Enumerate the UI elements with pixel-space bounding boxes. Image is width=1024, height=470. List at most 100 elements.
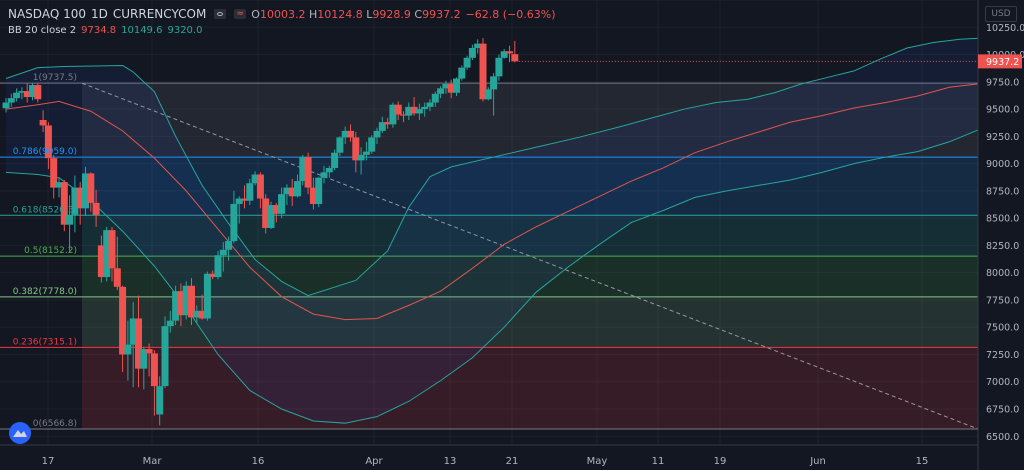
open-value: 10003.2 xyxy=(259,7,306,21)
candle-body xyxy=(272,205,280,214)
candle-body xyxy=(325,167,333,173)
candle xyxy=(203,271,211,321)
candle xyxy=(50,154,58,199)
interval[interactable]: 1D xyxy=(91,7,108,21)
candle xyxy=(193,305,201,323)
bb-lower-value: 9320.0 xyxy=(167,25,203,36)
y-tick-label: 10250.0 xyxy=(986,23,1024,34)
fib-label: 0.786(9059.0) xyxy=(13,147,77,157)
candle xyxy=(188,278,195,326)
candle xyxy=(442,80,450,94)
candle-body xyxy=(405,106,413,116)
candle-body xyxy=(235,198,243,204)
candle-body xyxy=(55,182,63,188)
candle xyxy=(352,131,360,173)
candle-body xyxy=(278,194,286,214)
wave-icon[interactable]: ≈ xyxy=(234,9,247,19)
candle-body xyxy=(352,137,360,161)
bb-basis-line xyxy=(5,83,982,321)
candle-body xyxy=(198,310,206,319)
candle xyxy=(214,250,222,280)
candle-body xyxy=(442,83,450,89)
fib-label: 1(9737.5) xyxy=(33,73,77,83)
indicator-name[interactable]: BB 20 close 2 xyxy=(8,25,77,36)
candle-body xyxy=(294,181,301,197)
fib-label: 0.382(7778.0) xyxy=(13,287,77,297)
candle-body xyxy=(299,157,307,182)
candle xyxy=(198,294,206,320)
candle-body xyxy=(129,318,137,345)
candle xyxy=(325,165,333,178)
candle xyxy=(209,270,217,280)
candle xyxy=(172,285,180,326)
candle-body xyxy=(495,57,503,77)
candle xyxy=(230,190,238,244)
eye-icon[interactable] xyxy=(214,9,227,19)
candle xyxy=(315,176,323,208)
candle-body xyxy=(262,198,270,228)
candle xyxy=(13,88,21,102)
candle-body xyxy=(2,102,10,109)
brand-logo-icon[interactable] xyxy=(9,422,31,444)
candle-body xyxy=(87,173,95,203)
candle xyxy=(166,310,174,333)
x-tick-label: Apr xyxy=(365,456,383,467)
candle xyxy=(309,177,317,210)
candle xyxy=(490,73,498,116)
candle-body xyxy=(225,241,233,250)
candle xyxy=(34,83,42,103)
candle xyxy=(415,103,423,120)
candle-body xyxy=(103,230,111,278)
x-tick-label: 13 xyxy=(444,456,457,467)
candle-body xyxy=(113,268,121,287)
fibonacci-retracement xyxy=(0,82,979,430)
x-tick-label: 15 xyxy=(916,456,929,467)
candle-body xyxy=(283,187,291,195)
fib-zone xyxy=(82,296,978,348)
candle-body xyxy=(447,83,455,93)
candle-body xyxy=(458,67,466,79)
candle xyxy=(219,242,227,272)
candle-body xyxy=(13,92,21,99)
candle-body xyxy=(92,202,100,215)
candle xyxy=(124,320,132,381)
candle xyxy=(251,171,259,186)
candle-body xyxy=(389,104,397,125)
candle-body xyxy=(145,349,153,354)
candle xyxy=(119,285,127,372)
candle xyxy=(304,152,312,195)
candle-body xyxy=(415,109,423,114)
candle xyxy=(108,226,116,282)
candle-body xyxy=(188,285,195,318)
bb-upper-value: 10149.6 xyxy=(121,25,163,36)
candle xyxy=(177,283,185,327)
candle-body xyxy=(341,130,349,138)
candle xyxy=(341,126,349,144)
candle-body xyxy=(378,122,386,131)
candle-body xyxy=(230,203,238,242)
candle-body xyxy=(288,187,296,197)
candle xyxy=(368,135,376,154)
x-tick-label: 11 xyxy=(652,456,665,467)
x-tick-label: 16 xyxy=(252,456,265,467)
currency-label[interactable]: USD xyxy=(985,6,1017,22)
candle xyxy=(394,101,402,120)
candle xyxy=(272,202,280,223)
candle-body xyxy=(156,386,164,415)
y-tick-label: 7750.0 xyxy=(986,295,1019,306)
y-tick-label: 8000.0 xyxy=(986,268,1019,279)
candle-body xyxy=(468,47,476,58)
candle-body xyxy=(304,157,312,188)
candle xyxy=(97,235,105,283)
time-axis-bg xyxy=(0,445,978,470)
candle-body xyxy=(251,174,259,184)
candle xyxy=(135,295,142,388)
candle xyxy=(373,127,381,144)
price-change: −62.8 (−0.63%) xyxy=(465,7,556,21)
candle-body xyxy=(315,177,323,204)
symbol-name[interactable]: NASDAQ 100 xyxy=(8,7,86,21)
low-value: 9928.9 xyxy=(372,7,411,21)
candle xyxy=(458,65,466,81)
x-tick-label: Jun xyxy=(809,456,826,467)
